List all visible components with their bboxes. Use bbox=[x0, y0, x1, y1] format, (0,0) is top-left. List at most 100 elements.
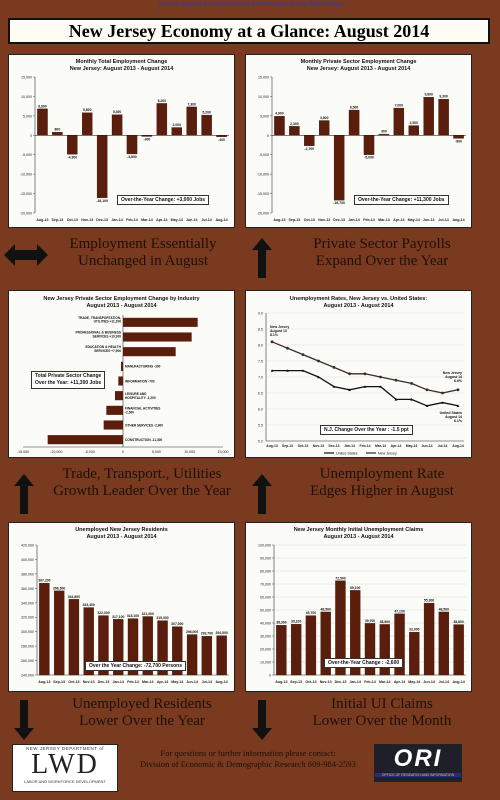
series-point bbox=[286, 369, 289, 372]
category-label: CONSTRUCTION -11,300 bbox=[125, 438, 162, 442]
x-tick-label: Dec-13 bbox=[335, 680, 347, 684]
annotation-nj-start: August 13 bbox=[270, 329, 287, 333]
x-tick-label: Mar-14 bbox=[378, 218, 390, 222]
series-point bbox=[410, 382, 413, 385]
y-tick-label: -15,000 bbox=[257, 192, 269, 196]
x-tick-label: Aug-14 bbox=[452, 218, 464, 222]
y-tick-label: -5,000 bbox=[259, 153, 269, 157]
data-label: -300 bbox=[144, 137, 151, 141]
caption-line: Lower Over the Month bbox=[312, 713, 452, 729]
data-label: 65,100 bbox=[350, 586, 360, 590]
y-tick-label: 10,000 bbox=[258, 95, 269, 99]
category-label: UTILITIES +11,200 bbox=[94, 320, 122, 324]
caption-line: Unemployment Rate bbox=[319, 466, 445, 482]
x-tick-label: Mar-14 bbox=[142, 680, 154, 684]
chart-subtitle: August 2013 - August 2014 bbox=[86, 303, 157, 309]
x-tick-label: Dec-13 bbox=[333, 218, 345, 222]
y-tick-label: 10,000 bbox=[21, 95, 32, 99]
data-label: 322,300 bbox=[97, 611, 109, 615]
y-tick-label: 260,000 bbox=[21, 659, 34, 663]
y-tick-label: 8.0 bbox=[258, 343, 263, 347]
data-label: 72,500 bbox=[335, 576, 345, 580]
x-tick-label: Apr-14 bbox=[391, 444, 402, 448]
series-point bbox=[317, 359, 320, 363]
caption-line: Trade, Transport., Utilities bbox=[62, 466, 222, 482]
bar bbox=[201, 114, 212, 136]
chart-title: Monthly Private Sector Employment Change bbox=[300, 59, 417, 65]
category-label: SERVICES +10,300 bbox=[92, 334, 121, 338]
bar bbox=[289, 126, 300, 136]
chart-subtitle: August 2013 - August 2014 bbox=[323, 303, 394, 309]
data-label: -16,100 bbox=[96, 199, 108, 203]
x-tick-label: May-14 bbox=[406, 444, 418, 448]
data-label: 38,800 bbox=[453, 620, 463, 624]
data-label: 318,100 bbox=[127, 614, 139, 618]
bar bbox=[127, 618, 139, 676]
x-tick-label: Jul-14 bbox=[201, 218, 211, 222]
x-tick-label: Jul-14 bbox=[438, 218, 448, 222]
caption-line: Edges Higher in August bbox=[310, 483, 454, 499]
x-tick-label: Jun-14 bbox=[186, 680, 198, 684]
series-point bbox=[394, 398, 398, 401]
y-tick-label: 80,000 bbox=[260, 570, 271, 574]
y-tick-label: 10,000 bbox=[260, 661, 271, 665]
x-tick-label: Apr-14 bbox=[394, 680, 405, 684]
y-tick-label: 400,000 bbox=[21, 558, 34, 562]
panel-total-employment: Monthly Total Employment Change New Jers… bbox=[8, 54, 235, 228]
up-arrow-icon bbox=[14, 474, 34, 514]
data-label: 5,200 bbox=[202, 111, 211, 115]
data-label: 38,900 bbox=[380, 620, 390, 624]
data-label: -4,900 bbox=[67, 155, 77, 159]
private-caption: Private Sector Payrolls Expand Over the … bbox=[282, 236, 482, 270]
down-arrow-icon bbox=[252, 700, 272, 740]
data-label: 5,800 bbox=[83, 108, 92, 112]
bar bbox=[350, 590, 361, 676]
bar bbox=[113, 619, 124, 676]
x-tick-label: Jan-14 bbox=[350, 680, 361, 684]
x-tick-label: -15,000 bbox=[17, 450, 29, 454]
annotation-us-end: United States bbox=[440, 411, 462, 415]
x-tick-label: Jul-14 bbox=[202, 680, 212, 684]
y-tick-label: 6.0 bbox=[258, 407, 263, 411]
series-point bbox=[456, 388, 460, 392]
series-point bbox=[348, 388, 351, 391]
x-tick-label: Dec-13 bbox=[98, 680, 110, 684]
data-label: 321,000 bbox=[142, 612, 154, 616]
bar bbox=[103, 420, 123, 430]
bar bbox=[423, 97, 434, 136]
x-tick-label: Jun-14 bbox=[423, 218, 435, 222]
data-label: -4,800 bbox=[127, 155, 137, 159]
data-label: 7,000 bbox=[395, 104, 404, 108]
y-tick-label: 5,000 bbox=[260, 114, 269, 118]
category-label: MANUFACTURING -300 bbox=[125, 365, 161, 369]
data-label: 2,300 bbox=[290, 122, 299, 126]
chart-title: Unemployment Rates, New Jersey vs. Unite… bbox=[289, 296, 428, 302]
legend-label: United States bbox=[336, 451, 358, 455]
industry-caption: Trade, Transport., Utilities Growth Lead… bbox=[44, 466, 240, 500]
legend-label: New Jersey bbox=[378, 451, 397, 455]
x-tick-label: Oct-13 bbox=[67, 218, 78, 222]
bar bbox=[364, 623, 376, 676]
series-point bbox=[394, 378, 398, 382]
chart-title: New Jersey Monthly Initial Unemployment … bbox=[293, 527, 424, 533]
x-tick-label: Apr-14 bbox=[393, 218, 404, 222]
bar bbox=[378, 133, 390, 136]
bar bbox=[394, 613, 405, 676]
residents-oty-note: Over the Year Change: -72,700 Persons bbox=[85, 661, 187, 671]
series-point bbox=[348, 372, 351, 376]
bar bbox=[126, 135, 138, 155]
caption-line: Employment Essentially bbox=[69, 236, 217, 252]
bar bbox=[111, 114, 123, 136]
up-arrow-icon bbox=[252, 474, 272, 514]
bar bbox=[393, 107, 405, 136]
category-label: LEISURE AND bbox=[125, 392, 147, 396]
x-tick-label: May-14 bbox=[408, 218, 420, 222]
bar bbox=[141, 135, 153, 137]
industry-chart: -15,000 -10,000 -5,000 0 5,000 10,000 15,000 TR… bbox=[17, 315, 229, 454]
series-line bbox=[272, 369, 459, 407]
series-point bbox=[332, 385, 336, 388]
annotation-nj-start: New Jersey bbox=[270, 325, 289, 329]
bar bbox=[123, 347, 176, 357]
note-line: Over the Year: +11,300 Jobs bbox=[35, 380, 102, 386]
y-tick-label: 6.5 bbox=[258, 391, 263, 395]
